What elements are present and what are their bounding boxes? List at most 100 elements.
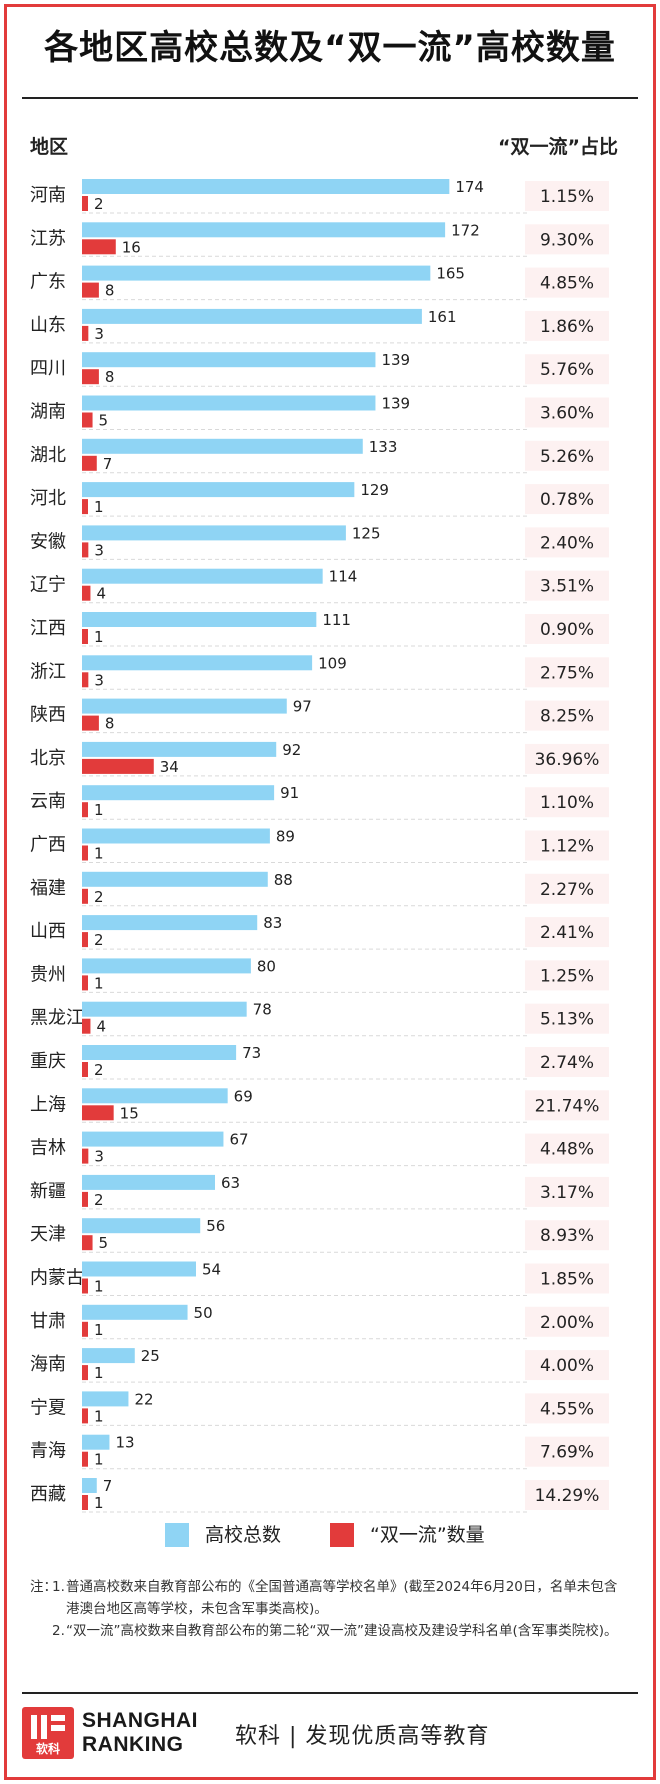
- bar-total: [82, 741, 277, 757]
- ratio-value: 9.30%: [540, 230, 594, 250]
- bar-double: [82, 975, 88, 991]
- label-double: 2: [94, 1191, 104, 1209]
- bar-total: [82, 1218, 201, 1234]
- label-total: 83: [263, 914, 282, 932]
- ratio-cell: [525, 1133, 609, 1164]
- bar-double: [82, 715, 99, 731]
- ratio-cell: [525, 1263, 609, 1294]
- region-label: 新疆: [30, 1181, 66, 1202]
- ratio-cell: [525, 440, 609, 471]
- region-label: 广西: [30, 835, 66, 856]
- ratio-value: 4.00%: [540, 1356, 594, 1376]
- label-total: 111: [322, 611, 351, 629]
- bar-total: [82, 698, 287, 714]
- ratio-cell: [525, 527, 609, 558]
- bar-double: [82, 802, 88, 818]
- bar-total: [82, 482, 355, 498]
- ratio-value: 2.41%: [540, 923, 594, 943]
- region-label: 重庆: [30, 1051, 66, 1072]
- label-double: 1: [94, 974, 104, 992]
- region-label: 安徽: [30, 531, 66, 552]
- region-label: 山西: [30, 921, 66, 942]
- label-total: 25: [141, 1347, 160, 1365]
- label-double: 2: [94, 931, 104, 949]
- label-total: 80: [257, 957, 276, 975]
- ratio-value: 2.74%: [540, 1053, 594, 1073]
- bar-total: [82, 265, 431, 281]
- ratio-cell: [525, 960, 609, 991]
- legend-swatch-double: [330, 1523, 354, 1547]
- region-label: 江西: [30, 618, 66, 639]
- bar-double: [82, 325, 89, 341]
- region-label: 吉林: [30, 1138, 66, 1159]
- footnote-text: 普通高校数来自教育部公布的《全国普通高等学校名单》(截至2024年6月20日，名…: [66, 1579, 618, 1617]
- ratio-cell: [525, 310, 609, 341]
- bar-total: [82, 612, 317, 627]
- label-total: 67: [229, 1131, 248, 1149]
- footnote-number: 2.: [52, 1623, 65, 1639]
- brand-line-1: SHANGHAI: [82, 1709, 199, 1732]
- label-total: 133: [369, 438, 398, 456]
- label-double: 3: [94, 1148, 104, 1166]
- ratio-value: 7.69%: [540, 1443, 594, 1463]
- label-total: 50: [194, 1304, 213, 1322]
- label-double: 1: [94, 1278, 104, 1296]
- brand-name: SHANGHAI RANKING: [82, 1709, 198, 1757]
- region-label: 黑龙江: [30, 1008, 84, 1029]
- label-double: 1: [94, 1407, 104, 1425]
- bar-double: [82, 196, 88, 211]
- legend-label-total: 高校总数: [205, 1524, 282, 1546]
- label-total: 78: [253, 1001, 272, 1019]
- ratio-cell: [525, 181, 609, 211]
- label-total: 174: [455, 178, 484, 196]
- ratio-cell: [525, 830, 609, 861]
- label-double: 8: [105, 715, 115, 733]
- ratio-cell: [525, 787, 609, 818]
- ratio-cell: [525, 1306, 609, 1337]
- bar-total: [82, 395, 376, 411]
- footnote-number: 1.: [52, 1579, 65, 1595]
- label-total: 109: [318, 654, 347, 672]
- bar-total: [82, 828, 270, 844]
- label-total: 73: [242, 1044, 261, 1062]
- bar-double: [82, 888, 88, 904]
- bar-double: [82, 1451, 88, 1467]
- label-total: 97: [293, 698, 312, 716]
- label-double: 1: [94, 1364, 104, 1382]
- region-label: 甘肃: [30, 1311, 66, 1332]
- bar-double: [82, 1495, 88, 1510]
- bar-total: [82, 871, 268, 887]
- ratio-cell: [525, 1176, 609, 1207]
- ratio-cell: [525, 1436, 609, 1467]
- bar-total: [82, 1045, 237, 1060]
- label-double: 3: [94, 541, 104, 559]
- bar-total: [82, 1131, 224, 1147]
- ratio-cell: [525, 614, 609, 644]
- region-label: 河北: [30, 488, 66, 509]
- bar-double: [82, 455, 97, 471]
- label-double: 34: [160, 758, 179, 776]
- region-label: 辽宁: [30, 575, 66, 596]
- logo-text: 软科: [35, 1742, 60, 1756]
- bar-double: [82, 1105, 114, 1121]
- ratio-column-header: “双一流”占比: [498, 136, 618, 158]
- label-total: 13: [115, 1434, 134, 1452]
- ratio-value: 3.51%: [540, 577, 594, 597]
- region-label: 宁夏: [30, 1397, 66, 1418]
- region-label: 山东: [30, 315, 66, 336]
- ratio-cell: [525, 570, 609, 601]
- bar-total: [82, 1088, 228, 1104]
- legend-swatch-total: [165, 1523, 189, 1547]
- region-label: 陕西: [30, 705, 66, 726]
- ratio-value: 1.85%: [540, 1270, 594, 1290]
- ratio-value: 2.00%: [540, 1313, 594, 1333]
- bar-double: [82, 932, 88, 948]
- ratio-cell: [525, 1090, 609, 1121]
- bar-total: [82, 1001, 247, 1017]
- region-label: 贵州: [30, 964, 66, 985]
- ratio-value: 3.60%: [540, 404, 594, 424]
- footer-tagline: 软科 | 发现优质高等教育: [235, 1724, 490, 1749]
- label-total: 22: [134, 1390, 153, 1408]
- label-double: 15: [120, 1104, 139, 1122]
